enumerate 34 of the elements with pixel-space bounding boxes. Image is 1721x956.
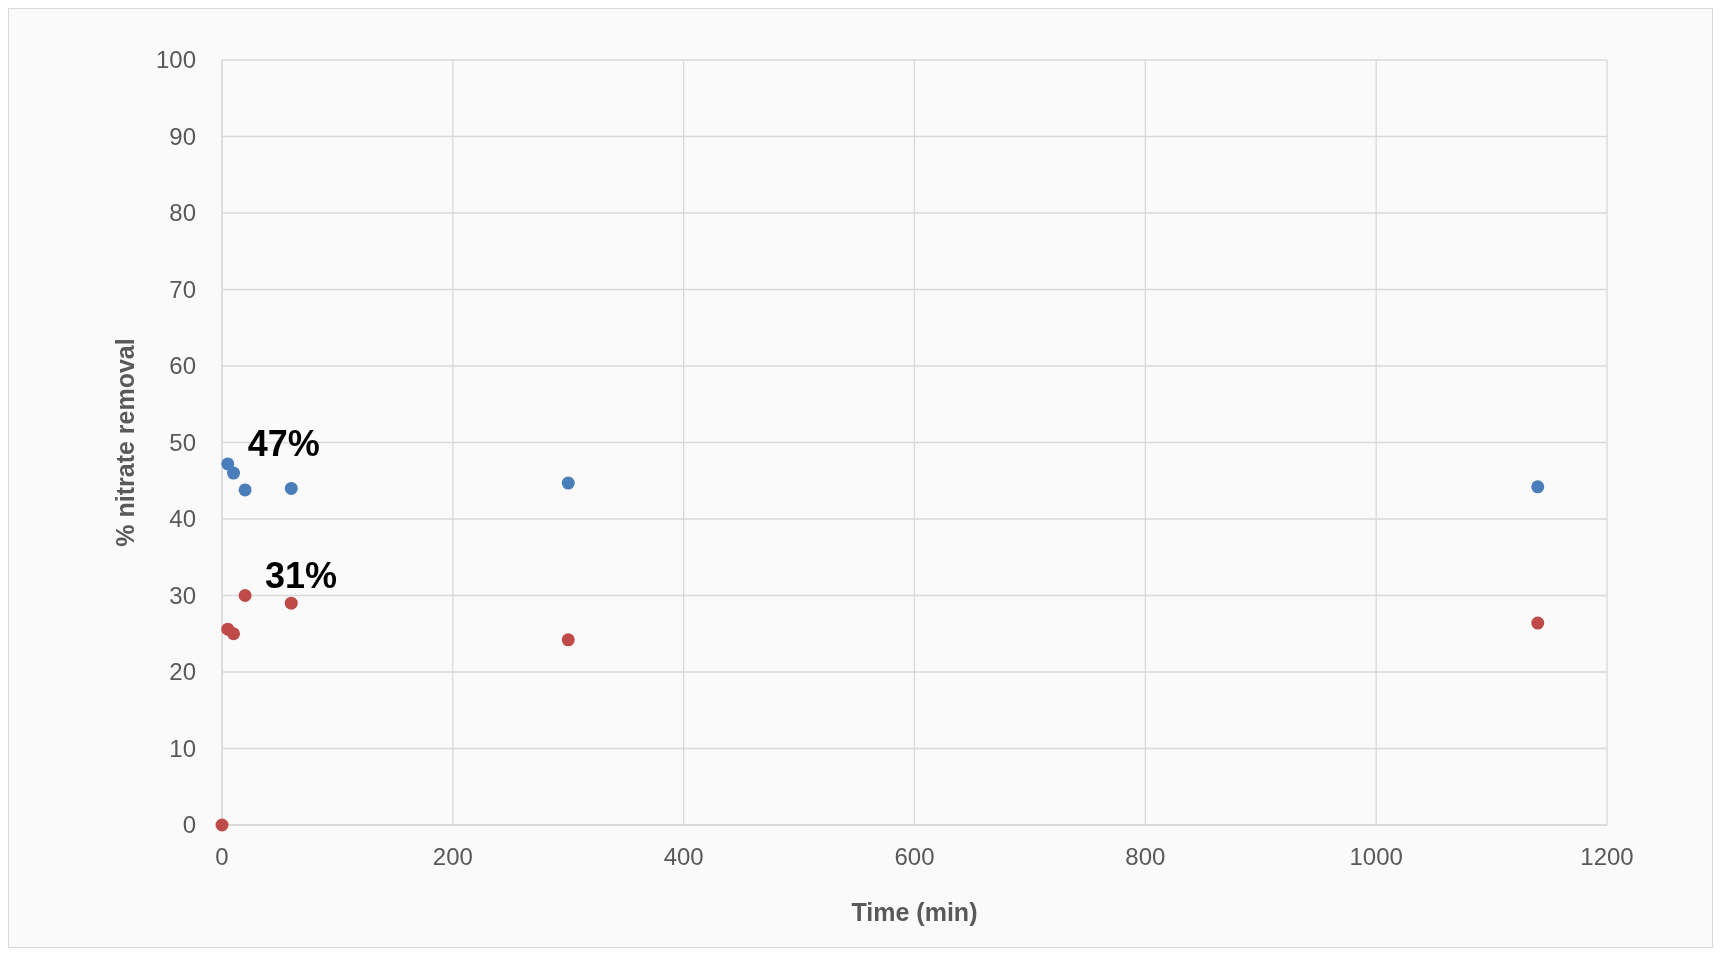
point [227,466,241,480]
x-tick-label: 1000 [1349,843,1403,870]
point [284,596,298,610]
y-tick-label: 70 [169,275,196,303]
y-tick-label: 100 [155,46,196,74]
y-tick-label: 10 [169,734,196,762]
x-tick-label: 1200 [1580,843,1634,870]
y-tick-label: 90 [169,122,196,150]
point [221,457,235,471]
point [561,633,575,647]
annotation: 47% [247,422,320,464]
y-tick-label: 30 [169,581,196,609]
x-tick-label: 800 [1125,843,1166,870]
y-tick-label: 0 [182,811,196,839]
y-axis-title: % nitrate removal [111,338,139,547]
x-axis-title: Time (min) [851,898,978,926]
y-tick-label: 20 [169,658,196,686]
point [238,589,252,602]
point [284,481,298,495]
point [215,818,229,832]
y-tick-label: 50 [169,428,196,456]
point [238,483,252,497]
annotation: 31% [265,554,338,596]
x-tick-label: 200 [432,843,473,870]
y-tick-label: 60 [169,352,196,380]
y-tick-label: 40 [169,505,196,533]
point [227,627,241,641]
y-tick-label: 80 [169,199,196,227]
x-tick-label: 400 [663,843,704,870]
point [1531,616,1545,630]
x-tick-label: 600 [894,843,935,870]
point [561,476,575,490]
x-tick-label: 0 [215,843,229,870]
point [1531,480,1545,494]
